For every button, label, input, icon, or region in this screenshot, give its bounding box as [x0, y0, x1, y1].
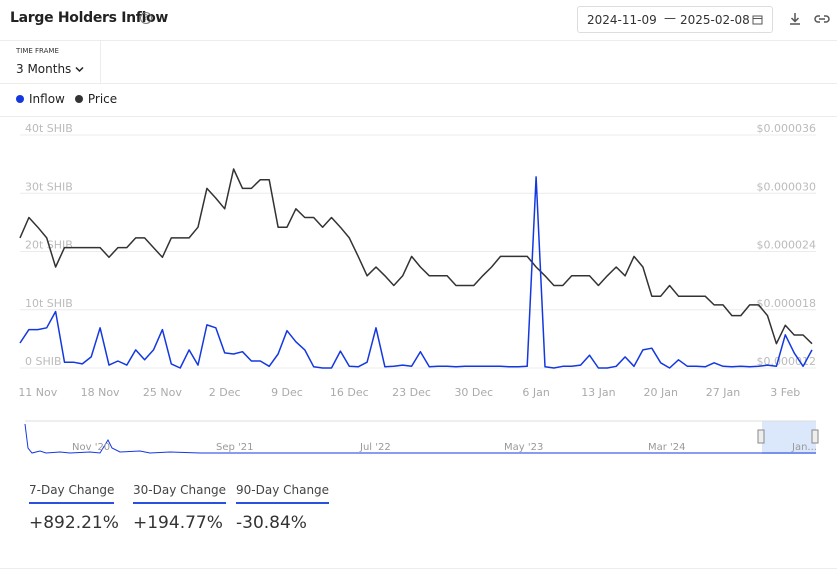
stat-value: +194.77% [133, 513, 223, 533]
stat-label[interactable]: 30-Day Change [133, 483, 227, 504]
legend-swatch [74, 95, 83, 103]
y2-tick-label: $0.000012 [757, 355, 817, 368]
divider [100, 41, 101, 83]
navigator-line [24, 423, 816, 454]
time-frame-value[interactable]: 3 Months [16, 62, 72, 76]
link-icon[interactable] [814, 12, 830, 26]
series-line [19, 176, 813, 369]
time-frame-select[interactable]: 3 Months [16, 62, 84, 76]
navigator-label: Nov '20 [72, 442, 110, 453]
navigator-label: Mar '24 [648, 442, 686, 453]
x-tick-label: 20 Jan [643, 386, 677, 399]
legend-item[interactable]: Inflow [16, 92, 65, 106]
x-tick-label: 27 Jan [706, 386, 740, 399]
y-tick-label: 30t SHIB [25, 180, 73, 193]
date-range[interactable]: 2024-11-09 — 2025-02-08 [577, 6, 773, 33]
x-tick-label: 25 Nov [143, 386, 182, 399]
chevron [75, 66, 84, 73]
end-date[interactable]: 2025-02-08 [680, 13, 750, 27]
title: Large Holders Inflow [10, 10, 169, 26]
x-tick-label: 16 Dec [330, 386, 369, 399]
x-tick-label: 18 Nov [81, 386, 120, 399]
time-frame-label: TIME FRAME [16, 47, 59, 55]
y2-tick-label: $0.000024 [757, 239, 817, 252]
navigator-label: Jan... [791, 442, 817, 453]
stat-label[interactable]: 90-Day Change [236, 483, 330, 504]
download-icon[interactable] [788, 12, 802, 26]
navigator-handle[interactable] [757, 429, 765, 444]
x-tick-label: 2 Dec [209, 386, 241, 399]
divider [0, 568, 837, 569]
divider [0, 83, 837, 84]
navigator-window[interactable] [762, 421, 816, 454]
y-tick-label: 10t SHIB [25, 297, 73, 310]
legend-swatch [16, 95, 24, 103]
calendar-icon[interactable] [752, 14, 763, 25]
help-icon[interactable]: ? [140, 12, 152, 24]
start-date[interactable]: 2024-11-09 [587, 13, 657, 27]
navigator-handle[interactable] [811, 429, 819, 444]
y-tick-label: 0 SHIB [25, 355, 62, 368]
stat-label[interactable]: 7-Day Change [29, 483, 115, 504]
y-tick-label: 40t SHIB [25, 122, 73, 135]
divider [0, 40, 837, 41]
navigator-label: May '23 [504, 442, 543, 453]
stat-value: +892.21% [29, 513, 119, 533]
x-tick-label: 6 Jan [522, 386, 549, 399]
x-tick-label: 30 Dec [454, 386, 493, 399]
legend-label: Inflow [29, 92, 65, 106]
navigator-label: Sep '21 [216, 442, 254, 453]
x-tick-label: 11 Nov [18, 386, 57, 399]
x-tick-label: 13 Jan [581, 386, 615, 399]
y2-tick-label: $0.000036 [757, 122, 817, 135]
legend-item[interactable]: Price [74, 92, 118, 106]
x-tick-label: 9 Dec [271, 386, 303, 399]
x-tick-label: 23 Dec [392, 386, 431, 399]
y2-tick-label: $0.000030 [757, 180, 817, 193]
x-tick-label: 3 Feb [770, 386, 800, 399]
stat-value: -30.84% [236, 513, 307, 533]
legend: Inflow Price [16, 92, 127, 106]
divider [0, 116, 837, 117]
series-line [19, 168, 813, 345]
y2-tick-label: $0.000018 [757, 297, 817, 310]
date-dash: — [664, 11, 676, 25]
navigator-label: Jul '22 [359, 442, 391, 453]
legend-label: Price [87, 92, 118, 106]
